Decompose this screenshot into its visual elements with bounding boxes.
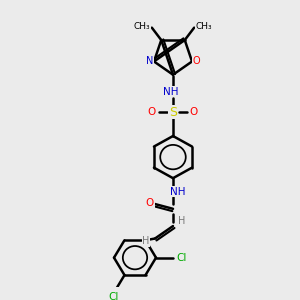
Text: H: H	[142, 236, 150, 246]
Text: O: O	[148, 107, 156, 117]
Text: CH₃: CH₃	[196, 22, 212, 31]
Text: O: O	[190, 107, 198, 117]
Text: Cl: Cl	[109, 292, 119, 300]
Text: NH: NH	[163, 87, 179, 97]
Text: Cl: Cl	[177, 253, 187, 263]
Text: S: S	[169, 106, 177, 118]
Text: N: N	[146, 56, 154, 67]
Text: O: O	[146, 198, 154, 208]
Text: NH: NH	[170, 187, 186, 196]
Text: O: O	[192, 56, 200, 67]
Text: H: H	[178, 216, 186, 226]
Text: CH₃: CH₃	[134, 22, 150, 31]
